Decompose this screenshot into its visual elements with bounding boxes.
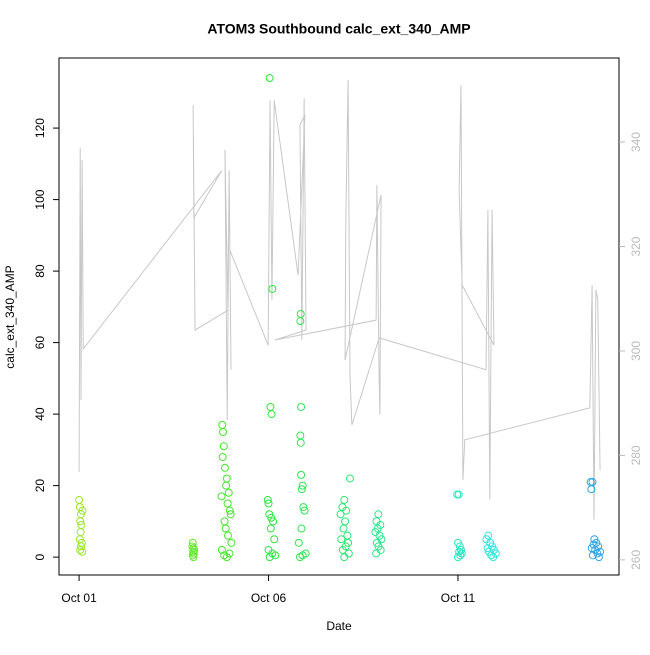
point: [223, 499, 232, 508]
point: [340, 495, 349, 504]
point: [271, 551, 280, 560]
y-tick-label: 100: [33, 189, 47, 209]
point: [267, 410, 276, 419]
point: [457, 545, 466, 554]
point: [221, 524, 230, 533]
point: [489, 553, 498, 562]
point: [588, 551, 597, 560]
point: [337, 535, 346, 544]
point: [372, 538, 381, 547]
x-axis-label: Date: [326, 619, 352, 633]
point: [222, 481, 231, 490]
point: [296, 438, 305, 447]
point: [454, 490, 463, 499]
point: [297, 402, 306, 411]
y-tick-label: 120: [33, 118, 47, 138]
point: [336, 510, 345, 519]
point: [265, 74, 274, 83]
point: [298, 481, 307, 490]
plot-box: [58, 57, 620, 576]
y2-tick-label: 340: [629, 132, 643, 152]
point: [294, 538, 303, 547]
point: [297, 470, 306, 479]
point: [339, 524, 348, 533]
point: [190, 545, 199, 554]
point: [340, 553, 349, 562]
point: [219, 442, 228, 451]
point: [219, 427, 228, 436]
point: [224, 488, 233, 497]
line-series: [78, 79, 601, 520]
point: [220, 463, 229, 472]
point: [487, 551, 496, 560]
y-tick-label: 0: [33, 553, 47, 560]
point: [217, 492, 226, 501]
y2-tick-label: 260: [629, 550, 643, 570]
point: [217, 545, 226, 554]
point: [78, 506, 87, 515]
point: [268, 284, 277, 293]
point: [263, 495, 272, 504]
point: [76, 542, 85, 551]
y2-tick-label: 320: [629, 236, 643, 256]
point: [345, 474, 354, 483]
point: [270, 535, 279, 544]
point: [269, 517, 278, 526]
point: [587, 485, 596, 494]
x-tick-label: Oct 11: [441, 591, 476, 605]
point: [226, 510, 235, 519]
chart-title: ATOM3 Southbound calc_ext_340_AMP: [207, 21, 470, 37]
point: [594, 553, 603, 562]
y-tick-label: 80: [33, 264, 47, 278]
x-tick-label: Oct 06: [251, 591, 287, 605]
point: [264, 499, 273, 508]
point: [455, 542, 464, 551]
point: [78, 547, 87, 556]
point: [265, 553, 274, 562]
point: [297, 524, 306, 533]
point: [299, 503, 308, 512]
point: [593, 549, 602, 558]
point: [227, 538, 236, 547]
y2-tick-label: 280: [629, 445, 643, 465]
point: [453, 553, 462, 562]
point: [225, 506, 234, 515]
point: [76, 545, 85, 554]
point: [296, 317, 305, 326]
point: [372, 549, 381, 558]
point: [218, 453, 227, 462]
point: [266, 524, 275, 533]
y2-tick-label: 300: [629, 341, 643, 361]
point: [374, 510, 383, 519]
point: [342, 506, 351, 515]
y-tick-label: 60: [33, 336, 47, 350]
point: [76, 517, 85, 526]
y-tick-label: 20: [33, 479, 47, 493]
x-tick-label: Oct 01: [61, 591, 97, 605]
point: [297, 485, 306, 494]
y-tick-label: 40: [33, 407, 47, 421]
point: [456, 551, 465, 560]
point: [222, 553, 231, 562]
y-axis-label: calc_ext_340_AMP: [3, 265, 17, 368]
point: [300, 506, 309, 515]
point: [295, 553, 304, 562]
point: [223, 531, 232, 540]
